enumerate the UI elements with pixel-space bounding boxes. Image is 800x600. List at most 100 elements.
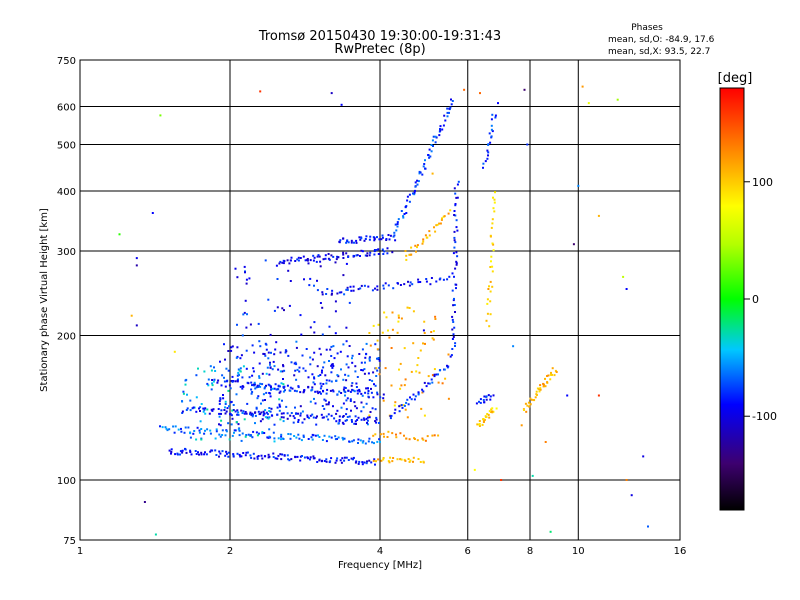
data-point <box>198 453 200 456</box>
data-point <box>399 387 402 390</box>
data-point <box>325 440 328 443</box>
data-point <box>273 440 276 443</box>
grid-lines <box>80 60 680 540</box>
data-point <box>488 285 490 288</box>
data-point <box>587 102 590 105</box>
data-point <box>321 333 324 336</box>
data-point <box>439 128 441 130</box>
data-point <box>403 384 406 387</box>
data-point <box>319 387 322 390</box>
data-point <box>566 394 569 397</box>
data-point <box>243 311 246 314</box>
data-point <box>433 373 436 376</box>
data-point <box>393 234 396 237</box>
data-point <box>493 198 496 201</box>
data-point <box>382 284 385 287</box>
data-point <box>535 393 538 396</box>
data-point <box>449 209 452 212</box>
data-point <box>481 423 484 426</box>
data-point <box>429 283 432 286</box>
data-point <box>256 434 259 437</box>
data-point <box>313 284 315 287</box>
data-point <box>278 391 281 394</box>
data-point <box>354 405 357 408</box>
data-point <box>432 145 434 147</box>
data-point <box>374 463 376 466</box>
data-point <box>433 368 436 371</box>
data-point <box>342 274 345 277</box>
data-point <box>419 461 422 463</box>
x-tick-label: 6 <box>465 546 471 557</box>
data-point <box>195 396 198 399</box>
data-point <box>313 377 316 380</box>
x-axis-ticks: 1 2 4 6 8 10 16 <box>77 546 687 557</box>
data-point <box>446 111 449 114</box>
data-point <box>232 404 235 406</box>
data-point <box>262 414 265 417</box>
data-point <box>225 429 228 432</box>
data-point <box>245 326 248 329</box>
data-point <box>453 239 456 242</box>
data-point <box>400 404 403 407</box>
data-point <box>399 432 402 435</box>
data-point <box>185 378 188 381</box>
data-point <box>265 348 268 351</box>
data-point <box>315 416 318 419</box>
data-point <box>337 422 340 425</box>
data-point <box>406 195 409 198</box>
data-point <box>250 388 253 391</box>
data-point <box>625 288 628 290</box>
data-point <box>294 260 297 262</box>
data-point <box>242 410 245 413</box>
data-point <box>275 264 278 267</box>
data-point <box>353 422 356 425</box>
data-point <box>539 384 542 387</box>
data-point <box>492 196 494 199</box>
data-point <box>234 380 237 383</box>
data-point <box>263 412 266 415</box>
data-point <box>408 253 411 256</box>
data-point <box>437 434 440 437</box>
data-point <box>373 236 376 239</box>
data-point <box>427 375 430 378</box>
data-point <box>360 361 363 364</box>
data-point <box>290 256 293 259</box>
data-point <box>377 323 380 326</box>
data-point <box>483 420 485 423</box>
data-point <box>282 378 284 380</box>
data-point <box>309 326 312 329</box>
data-point <box>302 255 305 258</box>
data-point <box>399 284 402 286</box>
data-point <box>312 416 315 419</box>
data-point <box>325 348 328 351</box>
data-point <box>493 210 496 213</box>
data-point <box>358 460 361 463</box>
data-point <box>321 416 324 419</box>
data-point <box>412 310 415 313</box>
data-point <box>422 165 425 168</box>
data-point <box>257 322 260 325</box>
data-point <box>312 381 315 384</box>
data-point <box>342 253 345 256</box>
data-point <box>227 369 230 372</box>
data-point <box>245 451 248 454</box>
data-point <box>382 287 385 290</box>
data-point <box>223 343 225 346</box>
data-point <box>292 421 295 424</box>
data-point <box>414 244 417 247</box>
data-point <box>452 299 455 302</box>
data-point <box>364 238 367 240</box>
data-point <box>425 385 428 388</box>
data-point <box>342 378 345 381</box>
data-point <box>425 236 428 239</box>
data-point <box>343 456 346 459</box>
data-point <box>343 293 346 296</box>
data-point <box>240 439 243 442</box>
data-point <box>374 408 377 411</box>
data-point <box>296 368 299 371</box>
data-point <box>278 262 281 265</box>
data-point <box>386 436 389 438</box>
data-point <box>357 442 359 444</box>
data-point <box>159 425 161 428</box>
